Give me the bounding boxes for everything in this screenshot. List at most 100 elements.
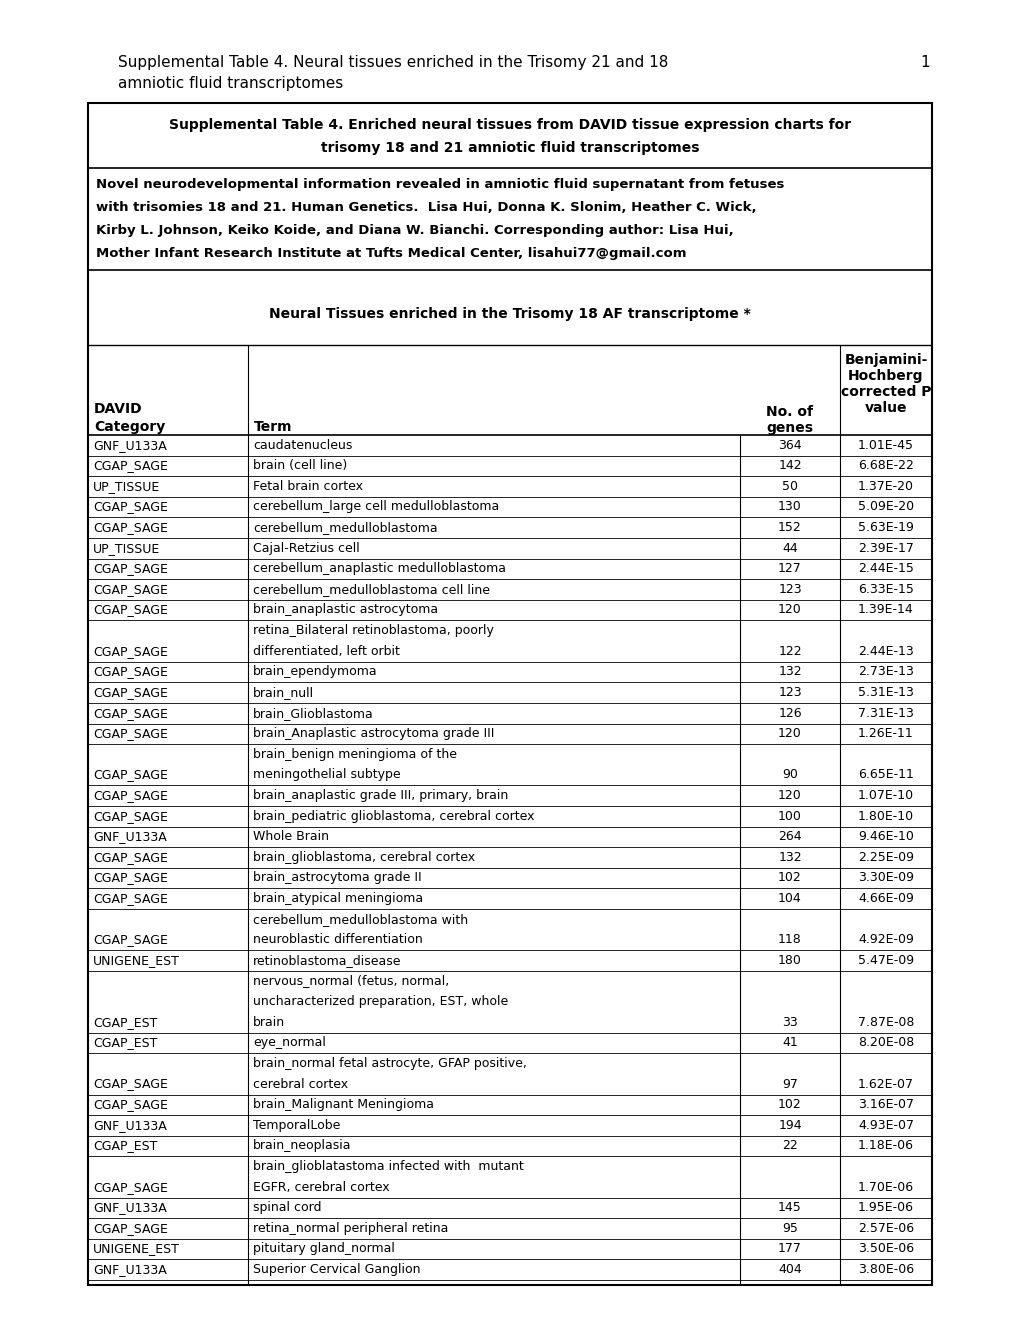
Text: 118: 118 — [777, 933, 801, 946]
Text: 22: 22 — [782, 1139, 797, 1152]
Text: brain_normal fetal astrocyte, GFAP positive,: brain_normal fetal astrocyte, GFAP posit… — [253, 1057, 527, 1071]
Text: differentiated, left orbit: differentiated, left orbit — [253, 644, 399, 657]
Text: 1.70E-06: 1.70E-06 — [857, 1180, 913, 1193]
Text: Kirby L. Johnson, Keiko Koide, and Diana W. Bianchi. Corresponding author: Lisa : Kirby L. Johnson, Keiko Koide, and Diana… — [96, 224, 733, 238]
Text: CGAP_SAGE: CGAP_SAGE — [93, 459, 168, 473]
Text: 4.66E-09: 4.66E-09 — [857, 892, 913, 906]
Text: brain_Anaplastic astrocytoma grade III: brain_Anaplastic astrocytoma grade III — [253, 727, 494, 741]
Text: 7.87E-08: 7.87E-08 — [857, 1015, 913, 1028]
Text: CGAP_SAGE: CGAP_SAGE — [93, 562, 168, 576]
Text: Supplemental Table 4. Neural tissues enriched in the Trisomy 21 and 18: Supplemental Table 4. Neural tissues enr… — [118, 55, 667, 70]
Text: 5.47E-09: 5.47E-09 — [857, 954, 913, 966]
Text: brain_glioblatastoma infected with  mutant: brain_glioblatastoma infected with mutan… — [253, 1160, 523, 1173]
Text: UNIGENE_EST: UNIGENE_EST — [93, 1242, 179, 1255]
Text: 44: 44 — [782, 541, 797, 554]
Text: Term: Term — [254, 420, 292, 434]
Text: Benjamini-: Benjamini- — [844, 352, 926, 367]
Text: 6.33E-15: 6.33E-15 — [857, 583, 913, 595]
Text: 4.92E-09: 4.92E-09 — [857, 933, 913, 946]
Text: CGAP_SAGE: CGAP_SAGE — [93, 603, 168, 616]
Text: retina_normal peripheral retina: retina_normal peripheral retina — [253, 1222, 448, 1234]
Text: CGAP_SAGE: CGAP_SAGE — [93, 809, 168, 822]
Text: amniotic fluid transcriptomes: amniotic fluid transcriptomes — [118, 77, 343, 91]
Text: Whole Brain: Whole Brain — [253, 830, 329, 843]
Text: retina_Bilateral retinoblastoma, poorly: retina_Bilateral retinoblastoma, poorly — [253, 624, 493, 638]
Text: brain_Glioblastoma: brain_Glioblastoma — [253, 706, 373, 719]
Text: 1.80E-10: 1.80E-10 — [857, 809, 913, 822]
Text: GNF_U133A: GNF_U133A — [93, 1263, 166, 1276]
Text: 33: 33 — [782, 1015, 797, 1028]
Text: 97: 97 — [782, 1077, 797, 1090]
Text: brain_Malignant Meningioma: brain_Malignant Meningioma — [253, 1098, 433, 1111]
Text: Cajal-Retzius cell: Cajal-Retzius cell — [253, 541, 360, 554]
Text: GNF_U133A: GNF_U133A — [93, 438, 166, 451]
Text: corrected P: corrected P — [840, 385, 930, 399]
Text: CGAP_EST: CGAP_EST — [93, 1036, 157, 1049]
Text: brain_anaplastic astrocytoma: brain_anaplastic astrocytoma — [253, 603, 438, 616]
Text: 1.07E-10: 1.07E-10 — [857, 789, 913, 803]
Text: 127: 127 — [777, 562, 801, 576]
Text: 2.25E-09: 2.25E-09 — [857, 851, 913, 863]
Text: 180: 180 — [777, 954, 801, 966]
Text: 122: 122 — [777, 644, 801, 657]
Text: CGAP_SAGE: CGAP_SAGE — [93, 1180, 168, 1193]
Text: CGAP_SAGE: CGAP_SAGE — [93, 851, 168, 863]
Text: CGAP_SAGE: CGAP_SAGE — [93, 665, 168, 678]
Text: 3.30E-09: 3.30E-09 — [857, 871, 913, 884]
Text: CGAP_SAGE: CGAP_SAGE — [93, 706, 168, 719]
Text: 50: 50 — [782, 480, 797, 492]
Text: eye_normal: eye_normal — [253, 1036, 325, 1049]
Text: 2.73E-13: 2.73E-13 — [857, 665, 913, 678]
Text: spinal cord: spinal cord — [253, 1201, 321, 1214]
Text: CGAP_SAGE: CGAP_SAGE — [93, 1098, 168, 1111]
Text: 404: 404 — [777, 1263, 801, 1276]
Text: CGAP_SAGE: CGAP_SAGE — [93, 1222, 168, 1234]
Text: cerebellum_anaplastic medulloblastoma: cerebellum_anaplastic medulloblastoma — [253, 562, 505, 576]
Text: 123: 123 — [777, 686, 801, 698]
Text: value: value — [864, 401, 906, 414]
Text: brain_neoplasia: brain_neoplasia — [253, 1139, 352, 1152]
Text: 130: 130 — [777, 500, 801, 513]
Text: CGAP_SAGE: CGAP_SAGE — [93, 892, 168, 906]
Text: Fetal brain cortex: Fetal brain cortex — [253, 480, 363, 492]
Text: cerebellum_large cell medulloblastoma: cerebellum_large cell medulloblastoma — [253, 500, 498, 513]
Text: 102: 102 — [777, 871, 801, 884]
Text: 2.44E-13: 2.44E-13 — [857, 644, 913, 657]
Text: 5.63E-19: 5.63E-19 — [857, 521, 913, 535]
Text: GNF_U133A: GNF_U133A — [93, 1201, 166, 1214]
Text: CGAP_SAGE: CGAP_SAGE — [93, 871, 168, 884]
Text: Supplemental Table 4. Enriched neural tissues from DAVID tissue expression chart: Supplemental Table 4. Enriched neural ti… — [169, 117, 850, 132]
Text: Superior Cervical Ganglion: Superior Cervical Ganglion — [253, 1263, 420, 1276]
Text: 126: 126 — [777, 706, 801, 719]
Text: CGAP_SAGE: CGAP_SAGE — [93, 933, 168, 946]
Text: DAVID: DAVID — [94, 403, 143, 416]
Text: neuroblastic differentiation: neuroblastic differentiation — [253, 933, 422, 946]
Text: 3.16E-07: 3.16E-07 — [857, 1098, 913, 1111]
Text: Mother Infant Research Institute at Tufts Medical Center, lisahui77@gmail.com: Mother Infant Research Institute at Tuft… — [96, 247, 686, 260]
Text: brain_glioblastoma, cerebral cortex: brain_glioblastoma, cerebral cortex — [253, 851, 475, 863]
Text: 2.57E-06: 2.57E-06 — [857, 1222, 913, 1234]
Text: trisomy 18 and 21 amniotic fluid transcriptomes: trisomy 18 and 21 amniotic fluid transcr… — [320, 141, 699, 154]
Text: 132: 132 — [777, 851, 801, 863]
Text: CGAP_SAGE: CGAP_SAGE — [93, 789, 168, 803]
Text: CGAP_SAGE: CGAP_SAGE — [93, 686, 168, 698]
Text: Category: Category — [94, 420, 165, 434]
Text: 264: 264 — [777, 830, 801, 843]
Text: 120: 120 — [777, 727, 801, 741]
Text: 1.95E-06: 1.95E-06 — [857, 1201, 913, 1214]
Text: brain_pediatric glioblastoma, cerebral cortex: brain_pediatric glioblastoma, cerebral c… — [253, 809, 534, 822]
Text: 1.18E-06: 1.18E-06 — [857, 1139, 913, 1152]
Text: 1.62E-07: 1.62E-07 — [857, 1077, 913, 1090]
Text: 145: 145 — [777, 1201, 801, 1214]
Text: cerebral cortex: cerebral cortex — [253, 1077, 347, 1090]
Text: CGAP_SAGE: CGAP_SAGE — [93, 521, 168, 535]
Text: genes: genes — [765, 421, 813, 436]
Text: Hochberg: Hochberg — [848, 370, 923, 383]
Text: 120: 120 — [777, 603, 801, 616]
Text: No. of: No. of — [765, 405, 813, 418]
Text: 1: 1 — [919, 55, 929, 70]
Text: 95: 95 — [782, 1222, 797, 1234]
Text: 364: 364 — [777, 438, 801, 451]
Text: UNIGENE_EST: UNIGENE_EST — [93, 954, 179, 966]
Text: 3.80E-06: 3.80E-06 — [857, 1263, 913, 1276]
